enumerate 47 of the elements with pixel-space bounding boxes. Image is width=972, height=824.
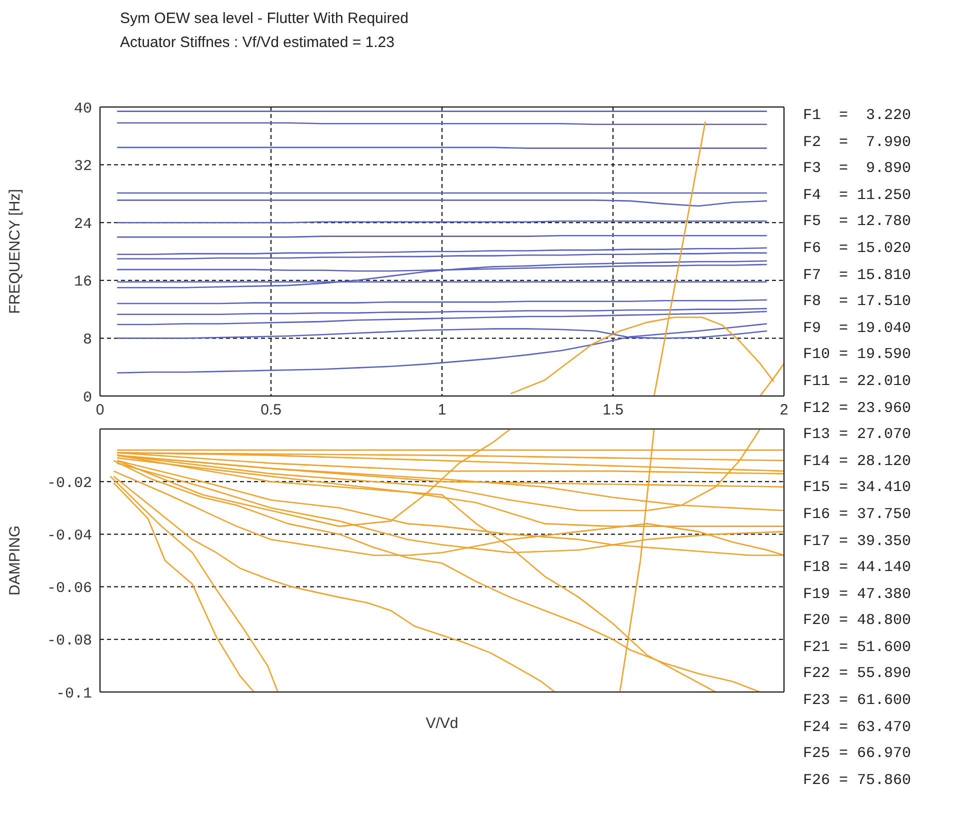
text: F9 = 19.040	[803, 318, 912, 339]
text: F24 = 63.470	[803, 718, 912, 738]
text: F14 = 28.120	[803, 452, 912, 472]
text: F17 = 39.350	[803, 532, 912, 552]
y-tick-label: -0.06	[46, 580, 92, 598]
text: F19 = 47.380	[803, 584, 912, 605]
text: F12 = 23.960	[803, 398, 912, 419]
text: F16 = 37.750	[803, 504, 912, 525]
text: F1 = 3.220	[803, 106, 912, 126]
y-tick-label: 16	[74, 274, 92, 291]
y-tick-label: -0.1	[56, 685, 92, 702]
y-tick-label: -0.08	[46, 632, 92, 650]
text: F13 = 27.070	[803, 425, 912, 446]
text: F2 = 7.990	[803, 132, 912, 153]
text: F5 = 12.780	[803, 212, 912, 232]
x-tick-label: 1	[438, 402, 446, 419]
x-tick-label: 0	[96, 402, 104, 419]
y-axis-title: DAMPING	[6, 525, 24, 596]
text: F25 = 66.970	[803, 744, 912, 764]
y-tick-label: -0.02	[46, 474, 92, 492]
text: F26 = 75.860	[803, 770, 912, 791]
text: F20 = 48.800	[803, 611, 912, 632]
text: F3 = 9.890	[803, 159, 912, 180]
y-tick-label: 40	[74, 100, 92, 118]
text: F11 = 22.010	[803, 372, 912, 392]
text: F10 = 19.590	[803, 345, 912, 366]
text: F7 = 15.810	[803, 266, 912, 286]
text: F15 = 34.410	[803, 478, 912, 498]
text: F6 = 15.020	[803, 238, 912, 259]
x-tick-label: 2	[780, 402, 788, 419]
x-tick-label: 1.5	[602, 402, 624, 419]
text: F4 = 11.250	[803, 186, 912, 206]
text: F23 = 61.600	[803, 691, 912, 712]
text: F18 = 44.140	[803, 558, 912, 578]
text: F8 = 17.510	[803, 292, 912, 312]
chart-title: Sym OEW sea level - Flutter With Required	[120, 10, 408, 27]
x-axis-title: V/Vd	[426, 715, 458, 732]
y-tick-label: 0	[82, 389, 92, 406]
text: F21 = 51.600	[803, 638, 912, 658]
x-tick-label: 0.5	[260, 402, 282, 419]
text: F22 = 55.890	[803, 664, 912, 684]
y-tick-label: -0.04	[46, 528, 92, 545]
y-tick-label: 32	[74, 158, 92, 176]
y-axis-title: FREQUENCY [Hz]	[6, 189, 24, 314]
y-tick-label: 24	[74, 216, 92, 233]
chart-subtitle: Actuator Stiffnes : Vf/Vd estimated = 1.23	[120, 34, 394, 51]
y-tick-label: 8	[82, 332, 92, 349]
